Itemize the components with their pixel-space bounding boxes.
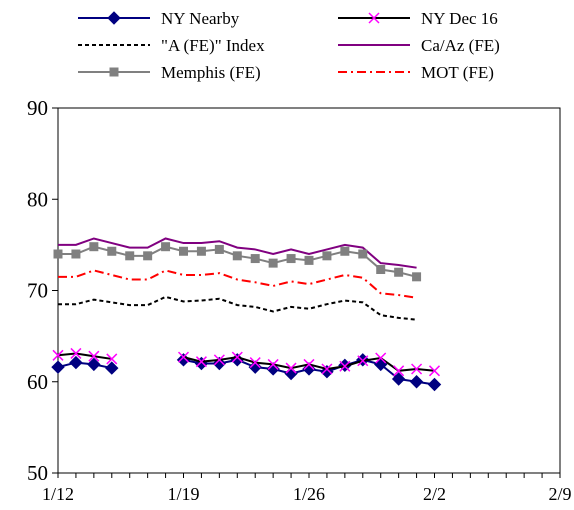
series-mot-fe: [58, 269, 417, 299]
legend-item: NY Nearby: [78, 9, 240, 28]
data-point: [53, 249, 63, 259]
y-axis: 50 60 70 80 90: [27, 96, 58, 485]
legend-label: NY Nearby: [161, 9, 240, 28]
data-point: [285, 362, 297, 374]
y-tick-label: 60: [27, 370, 48, 394]
data-point: [411, 363, 423, 375]
data-point: [196, 246, 206, 256]
data-point: [177, 351, 190, 363]
data-point: [176, 353, 191, 367]
data-point: [393, 365, 405, 377]
series-line: [58, 295, 417, 321]
data-point: [161, 242, 171, 252]
data-point: [358, 249, 368, 259]
x-tick-label: 2/2: [423, 484, 446, 504]
data-point: [286, 254, 296, 264]
series-ca-az-fe: [58, 237, 417, 269]
data-point: [69, 355, 83, 370]
data-point: [214, 244, 224, 254]
data-point: [125, 251, 135, 261]
legend: NY Nearby NY Dec 16 "A (FE)" Index Ca/Az (F…: [78, 9, 500, 82]
data-point: [143, 251, 153, 261]
series-line: [57, 352, 112, 360]
x-tick-label: 1/12: [42, 484, 74, 504]
legend-label: Ca/Az (FE): [421, 36, 500, 55]
data-point: [87, 357, 101, 372]
data-point: [394, 267, 404, 277]
data-point: [51, 360, 65, 374]
x-tick-label: 2/9: [548, 484, 571, 504]
legend-marker: [109, 67, 119, 77]
data-point: [322, 251, 332, 261]
data-point: [106, 353, 118, 365]
series-ny-nearby: [51, 353, 442, 392]
data-point: [412, 272, 422, 282]
data-point: [375, 352, 387, 364]
data-point: [321, 363, 333, 375]
data-point: [340, 246, 350, 256]
data-point: [428, 365, 441, 377]
y-tick-label: 90: [27, 96, 48, 120]
legend-marker: [368, 12, 380, 24]
legend-label: NY Dec 16: [421, 9, 498, 28]
legend-label: Memphis (FE): [161, 63, 261, 82]
data-point: [284, 366, 298, 381]
legend-item: MOT (FE): [338, 63, 494, 82]
data-point: [179, 246, 188, 256]
data-point: [230, 353, 244, 367]
data-point: [357, 355, 369, 367]
series-line: [58, 237, 417, 269]
data-point: [231, 351, 243, 363]
y-tick-label: 70: [27, 279, 48, 303]
data-point: [409, 375, 424, 389]
series-line: [58, 269, 417, 299]
data-point: [232, 251, 242, 261]
data-point: [107, 246, 117, 256]
y-tick-label: 80: [27, 187, 48, 211]
x-tick-label: 1/26: [293, 484, 325, 504]
data-point: [250, 254, 260, 264]
legend-label: "A (FE)" Index: [161, 36, 265, 55]
data-point: [391, 372, 406, 386]
data-point: [268, 258, 278, 268]
data-point: [427, 377, 442, 392]
data-point: [105, 361, 119, 375]
data-point: [194, 356, 209, 371]
x-axis: 1/12 1/19 1/26 2/2 2/9: [42, 473, 572, 504]
series-a-fe-index: [58, 295, 417, 321]
data-point: [248, 360, 262, 374]
data-point: [195, 356, 207, 368]
data-point: [304, 255, 314, 265]
series-memphis-fe: [53, 242, 422, 282]
x-tick-label: 1/19: [167, 484, 199, 504]
series-line: [57, 361, 112, 370]
data-point: [52, 349, 64, 361]
legend-item: "A (FE)" Index: [78, 36, 265, 55]
legend-item: Memphis (FE): [78, 63, 261, 82]
data-point: [89, 242, 99, 252]
data-point: [339, 360, 351, 372]
data-point: [376, 265, 386, 275]
data-point: [70, 347, 82, 359]
y-tick-label: 50: [27, 461, 48, 485]
data-point: [213, 354, 225, 366]
legend-marker: [107, 11, 121, 25]
data-point: [303, 358, 315, 370]
plot-area-frame: [57, 107, 561, 474]
series-layer: [51, 237, 442, 392]
legend-item: NY Dec 16: [338, 9, 498, 28]
data-point: [88, 350, 100, 362]
series-ny-dec-16: [52, 347, 441, 377]
data-point: [267, 358, 279, 370]
legend-label: MOT (FE): [421, 63, 494, 82]
legend-item: Ca/Az (FE): [338, 36, 500, 55]
data-point: [249, 357, 261, 369]
data-point: [71, 249, 81, 259]
